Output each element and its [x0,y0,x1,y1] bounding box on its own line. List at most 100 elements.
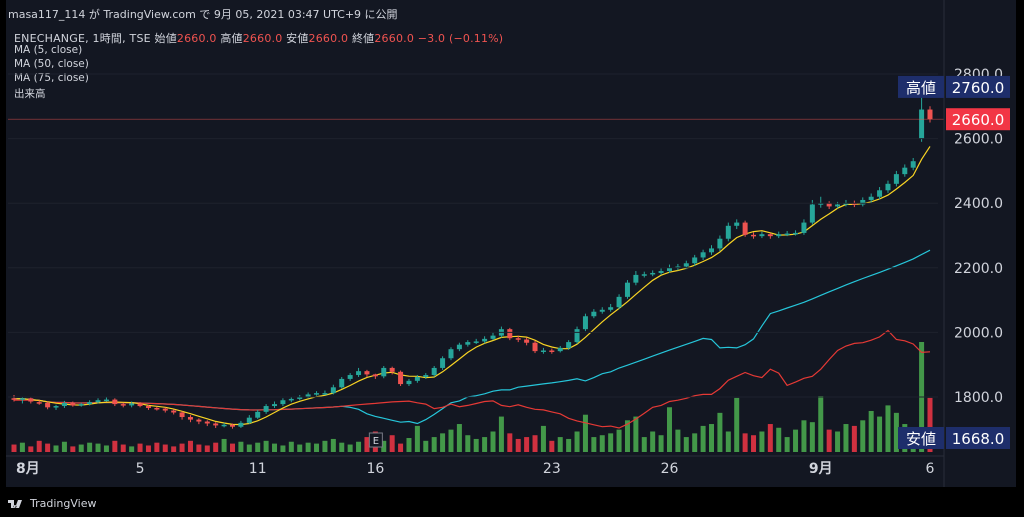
candle-body [448,349,454,359]
candle-body [414,376,420,381]
candle-body [507,329,513,339]
candle-body [540,350,546,352]
candle [717,235,723,252]
legend-volume[interactable]: 出来高 [14,88,46,100]
candle [272,401,278,408]
candle-body [742,222,748,235]
candle-body [305,394,311,397]
candle-body [356,371,362,376]
candle [692,254,698,266]
price-label-tag [898,427,944,449]
volume-bar [566,438,572,452]
volume-bar [700,425,706,452]
candle [591,309,597,319]
candle [582,313,588,332]
earnings-marker[interactable]: E [368,432,383,448]
volume-bar [288,441,294,452]
volume-bar [95,443,101,452]
legend-ma50[interactable]: MA (50, close) [14,58,89,70]
candle [204,420,210,427]
volume-bar [574,431,580,452]
candle [456,342,462,352]
volume-bar [524,437,530,452]
candle-body [851,203,857,205]
candle [431,365,437,377]
x-tick-label: 26 [661,461,679,477]
candle-body [574,329,580,343]
candle-body [809,204,815,223]
volume-bar [389,435,395,452]
candle [389,366,395,375]
low-label: 安値 [286,32,309,45]
symbol-name[interactable]: ENECHANGE [14,32,86,45]
volume-bar [599,435,605,452]
candle [372,373,378,379]
candle [734,219,740,230]
candle-body [322,393,328,395]
candle [616,294,622,310]
candle [599,307,605,314]
legend-ma5[interactable]: MA (5, close) [14,44,83,56]
candle-body [801,222,807,233]
candle [398,370,404,387]
volume-bar [624,420,630,452]
volume-bar [87,442,93,452]
candle-body [171,410,177,413]
candle-body [490,335,496,339]
candle-body [288,398,294,401]
candle-body [431,367,437,376]
candle [860,197,866,207]
volume-bar [171,446,177,452]
volume-bar [456,424,462,452]
candle [540,347,546,354]
candle [574,326,580,345]
volume-bar [591,437,597,452]
candle [187,415,193,423]
volume-bar [608,433,614,452]
candle-body [364,371,370,375]
volume-bar [860,420,866,452]
volume-bar [826,429,832,452]
volume-bar [751,435,757,452]
candle-body [549,350,555,352]
volume-bar [582,414,588,452]
volume-bar [112,440,118,452]
candle-body [692,257,698,264]
candle [162,407,168,413]
volume-bar [221,438,227,452]
price-label-tag [898,75,944,98]
candle-body [272,404,278,407]
candle [229,423,235,429]
symbol-exchange: TSE [129,32,151,45]
x-tick-label: 5 [136,461,145,477]
candle-body [927,109,933,120]
candle [171,409,177,415]
candle-body [339,378,345,388]
brand-name: TradingView [30,497,97,510]
candle [742,220,748,237]
open-label: 始値 [154,32,177,45]
close-value: 2660.0 [374,32,415,45]
volume-bar [145,445,151,452]
candle-body [154,407,160,410]
candle [297,395,303,401]
candle [314,391,320,396]
candle [507,327,513,341]
candle [818,196,824,208]
legend-ma75[interactable]: MA (75, close) [14,72,89,84]
candle-body [885,183,891,191]
open-value: 2660.0 [176,32,217,45]
volume-bar [297,444,303,452]
candle-body [582,316,588,330]
candle-body [826,203,832,207]
volume-bar [229,443,235,452]
candle [868,193,874,203]
candle [28,397,34,404]
volume-bar [263,440,269,452]
candle [641,271,647,278]
candle [784,230,790,237]
volume-bar [196,444,202,452]
candle [221,422,227,428]
